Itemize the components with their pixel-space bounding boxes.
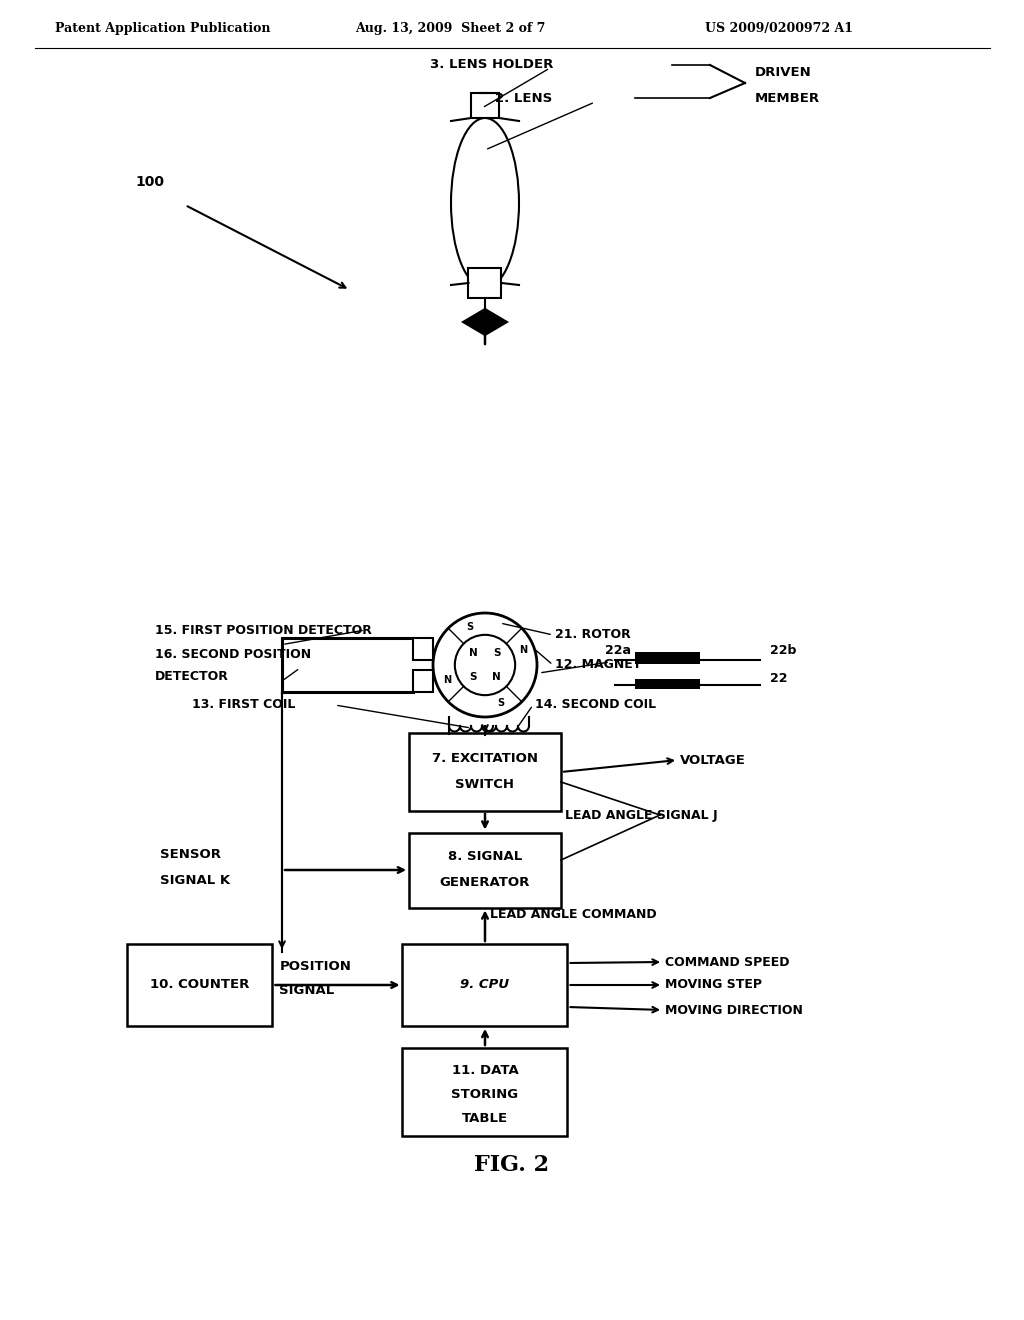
Text: TABLE: TABLE [462,1111,508,1125]
Text: MEMBER: MEMBER [755,91,820,104]
Text: 14. SECOND COIL: 14. SECOND COIL [535,698,656,711]
Text: POSITION: POSITION [280,961,351,974]
Text: COMMAND SPEED: COMMAND SPEED [665,956,790,969]
Text: S: S [497,698,504,708]
FancyBboxPatch shape [471,92,499,117]
Circle shape [433,612,537,717]
Text: 21. ROTOR: 21. ROTOR [555,628,631,642]
Text: US 2009/0200972 A1: US 2009/0200972 A1 [705,22,853,36]
Text: 9. CPU: 9. CPU [461,978,510,991]
FancyBboxPatch shape [413,638,433,660]
Text: 2. LENS: 2. LENS [495,91,552,104]
FancyBboxPatch shape [635,652,700,664]
FancyBboxPatch shape [402,944,567,1026]
Ellipse shape [451,117,519,288]
Text: SIGNAL K: SIGNAL K [160,874,230,887]
FancyBboxPatch shape [409,833,561,908]
Text: 8. SIGNAL: 8. SIGNAL [447,850,522,863]
Text: 22b: 22b [770,644,797,656]
Text: DRIVEN: DRIVEN [755,66,812,78]
FancyBboxPatch shape [402,1048,567,1137]
Text: S: S [470,672,477,681]
Text: VOLTAGE: VOLTAGE [680,754,745,767]
Text: S: S [466,622,473,632]
Text: MOVING DIRECTION: MOVING DIRECTION [665,1003,803,1016]
Polygon shape [463,309,507,335]
Text: LEAD ANGLE SIGNAL J: LEAD ANGLE SIGNAL J [565,808,718,821]
Text: 3. LENS HOLDER: 3. LENS HOLDER [430,58,553,71]
Text: N: N [442,676,451,685]
Text: 7. EXCITATION: 7. EXCITATION [432,752,538,766]
Text: 100: 100 [135,176,164,189]
Text: N: N [493,672,501,681]
Text: Aug. 13, 2009  Sheet 2 of 7: Aug. 13, 2009 Sheet 2 of 7 [355,22,546,36]
Text: 13. FIRST COIL: 13. FIRST COIL [193,698,295,711]
Text: 12. MAGNET: 12. MAGNET [555,659,641,672]
FancyBboxPatch shape [128,944,272,1026]
Text: SENSOR: SENSOR [160,849,221,862]
Text: Patent Application Publication: Patent Application Publication [55,22,270,36]
Text: 16. SECOND POSITION: 16. SECOND POSITION [155,648,311,661]
Text: FIG. 2: FIG. 2 [474,1154,550,1176]
Text: 22a: 22a [605,644,631,656]
Text: LEAD ANGLE COMMAND: LEAD ANGLE COMMAND [490,908,656,921]
Text: MOVING STEP: MOVING STEP [665,978,762,991]
Circle shape [455,635,515,696]
Text: STORING: STORING [452,1088,518,1101]
Text: 11. DATA: 11. DATA [452,1064,518,1077]
Text: S: S [493,648,501,659]
Text: SIGNAL: SIGNAL [280,983,335,997]
FancyBboxPatch shape [413,671,433,692]
Text: 15. FIRST POSITION DETECTOR: 15. FIRST POSITION DETECTOR [155,623,372,636]
FancyBboxPatch shape [635,678,700,689]
Text: 22: 22 [770,672,787,685]
Text: DETECTOR: DETECTOR [155,669,229,682]
FancyBboxPatch shape [469,268,502,298]
Text: GENERATOR: GENERATOR [440,876,530,890]
Text: SWITCH: SWITCH [456,779,514,792]
Text: N: N [519,644,527,655]
FancyBboxPatch shape [409,733,561,810]
Text: 10. COUNTER: 10. COUNTER [151,978,250,991]
Text: N: N [469,648,477,659]
